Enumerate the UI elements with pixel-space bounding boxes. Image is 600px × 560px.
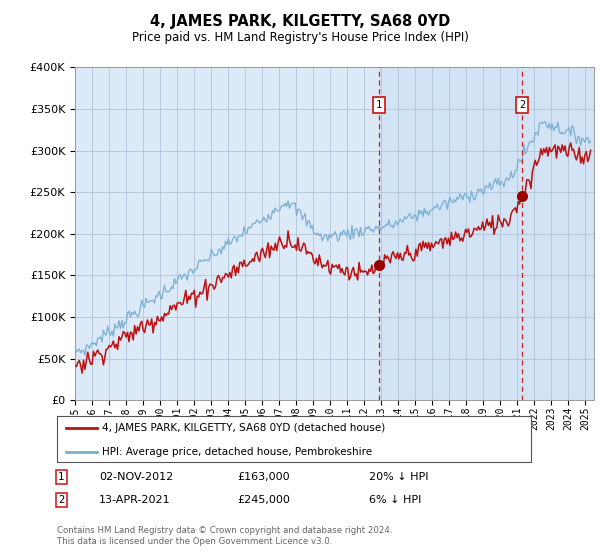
Text: 13-APR-2021: 13-APR-2021 [99, 495, 170, 505]
Text: Price paid vs. HM Land Registry's House Price Index (HPI): Price paid vs. HM Land Registry's House … [131, 31, 469, 44]
Text: 1: 1 [376, 100, 382, 110]
Text: 02-NOV-2012: 02-NOV-2012 [99, 472, 173, 482]
Text: 4, JAMES PARK, KILGETTY, SA68 0YD: 4, JAMES PARK, KILGETTY, SA68 0YD [150, 14, 450, 29]
Text: HPI: Average price, detached house, Pembrokeshire: HPI: Average price, detached house, Pemb… [102, 447, 372, 457]
Text: Contains HM Land Registry data © Crown copyright and database right 2024.
This d: Contains HM Land Registry data © Crown c… [57, 526, 392, 546]
Text: 4, JAMES PARK, KILGETTY, SA68 0YD (detached house): 4, JAMES PARK, KILGETTY, SA68 0YD (detac… [102, 423, 385, 433]
Bar [379, 67, 594, 400]
Text: £245,000: £245,000 [237, 495, 290, 505]
Text: 1: 1 [58, 472, 64, 482]
Text: 2: 2 [519, 100, 526, 110]
Text: £163,000: £163,000 [237, 472, 290, 482]
Text: 2: 2 [58, 495, 64, 505]
Text: 20% ↓ HPI: 20% ↓ HPI [369, 472, 428, 482]
Text: 6% ↓ HPI: 6% ↓ HPI [369, 495, 421, 505]
